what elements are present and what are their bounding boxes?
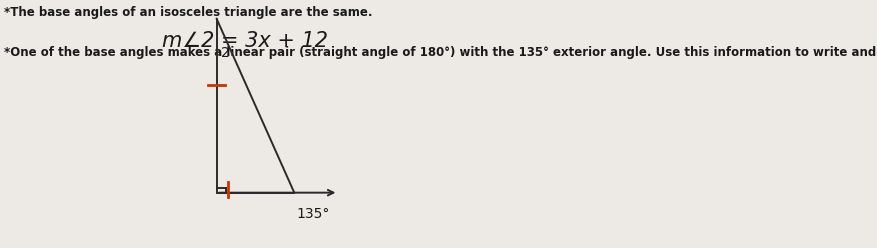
Text: *One of the base angles makes a linear pair (straight angle of 180°) with the 13: *One of the base angles makes a linear p… xyxy=(4,46,877,59)
Text: *The base angles of an isosceles triangle are the same.: *The base angles of an isosceles triangl… xyxy=(4,6,372,19)
Text: 2: 2 xyxy=(220,46,229,60)
Text: m∠2 = 3x + 12: m∠2 = 3x + 12 xyxy=(162,31,328,51)
Text: 135°: 135° xyxy=(296,207,330,221)
